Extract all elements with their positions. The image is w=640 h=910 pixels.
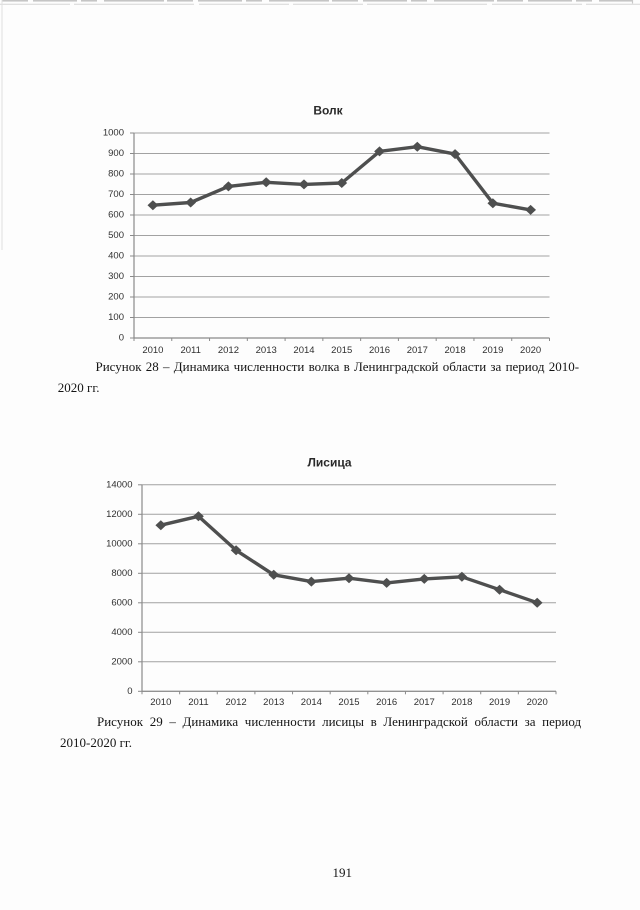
svg-text:0: 0: [119, 333, 124, 344]
svg-text:2014: 2014: [293, 345, 314, 356]
svg-text:2011: 2011: [180, 345, 200, 356]
svg-text:2013: 2013: [263, 697, 284, 708]
svg-text:Лисица: Лисица: [307, 456, 351, 470]
svg-text:2015: 2015: [338, 697, 359, 708]
svg-text:400: 400: [108, 251, 124, 262]
svg-text:2020: 2020: [520, 345, 541, 356]
svg-text:12000: 12000: [106, 509, 132, 520]
svg-text:600: 600: [108, 210, 124, 221]
svg-text:2017: 2017: [414, 697, 435, 708]
svg-text:2012: 2012: [226, 697, 247, 708]
svg-text:2014: 2014: [301, 697, 322, 708]
svg-text:2020: 2020: [527, 697, 548, 708]
svg-text:800: 800: [108, 169, 124, 180]
svg-text:100: 100: [108, 312, 124, 323]
svg-text:2019: 2019: [482, 345, 503, 356]
svg-text:2011: 2011: [188, 697, 208, 708]
svg-text:6000: 6000: [111, 597, 132, 608]
svg-text:2015: 2015: [331, 345, 352, 356]
svg-text:10000: 10000: [106, 538, 132, 549]
svg-text:2018: 2018: [451, 697, 472, 708]
svg-text:4000: 4000: [111, 627, 132, 638]
svg-text:2019: 2019: [489, 697, 510, 708]
svg-text:2018: 2018: [444, 345, 465, 356]
svg-text:2016: 2016: [369, 345, 390, 356]
svg-text:0: 0: [127, 686, 132, 697]
svg-text:14000: 14000: [106, 479, 132, 490]
svg-text:8000: 8000: [111, 568, 132, 579]
svg-text:Волк: Волк: [313, 104, 343, 118]
svg-text:200: 200: [108, 292, 124, 303]
svg-text:2016: 2016: [376, 697, 397, 708]
svg-text:700: 700: [108, 189, 124, 200]
svg-text:2000: 2000: [111, 656, 132, 667]
svg-text:1000: 1000: [103, 128, 124, 139]
svg-text:2010: 2010: [142, 345, 163, 356]
svg-text:2012: 2012: [218, 345, 239, 356]
svg-text:2013: 2013: [256, 345, 277, 356]
svg-text:300: 300: [108, 271, 124, 282]
svg-text:900: 900: [108, 148, 124, 159]
svg-text:500: 500: [108, 230, 124, 241]
svg-text:2017: 2017: [407, 345, 428, 356]
svg-text:2010: 2010: [150, 697, 171, 708]
